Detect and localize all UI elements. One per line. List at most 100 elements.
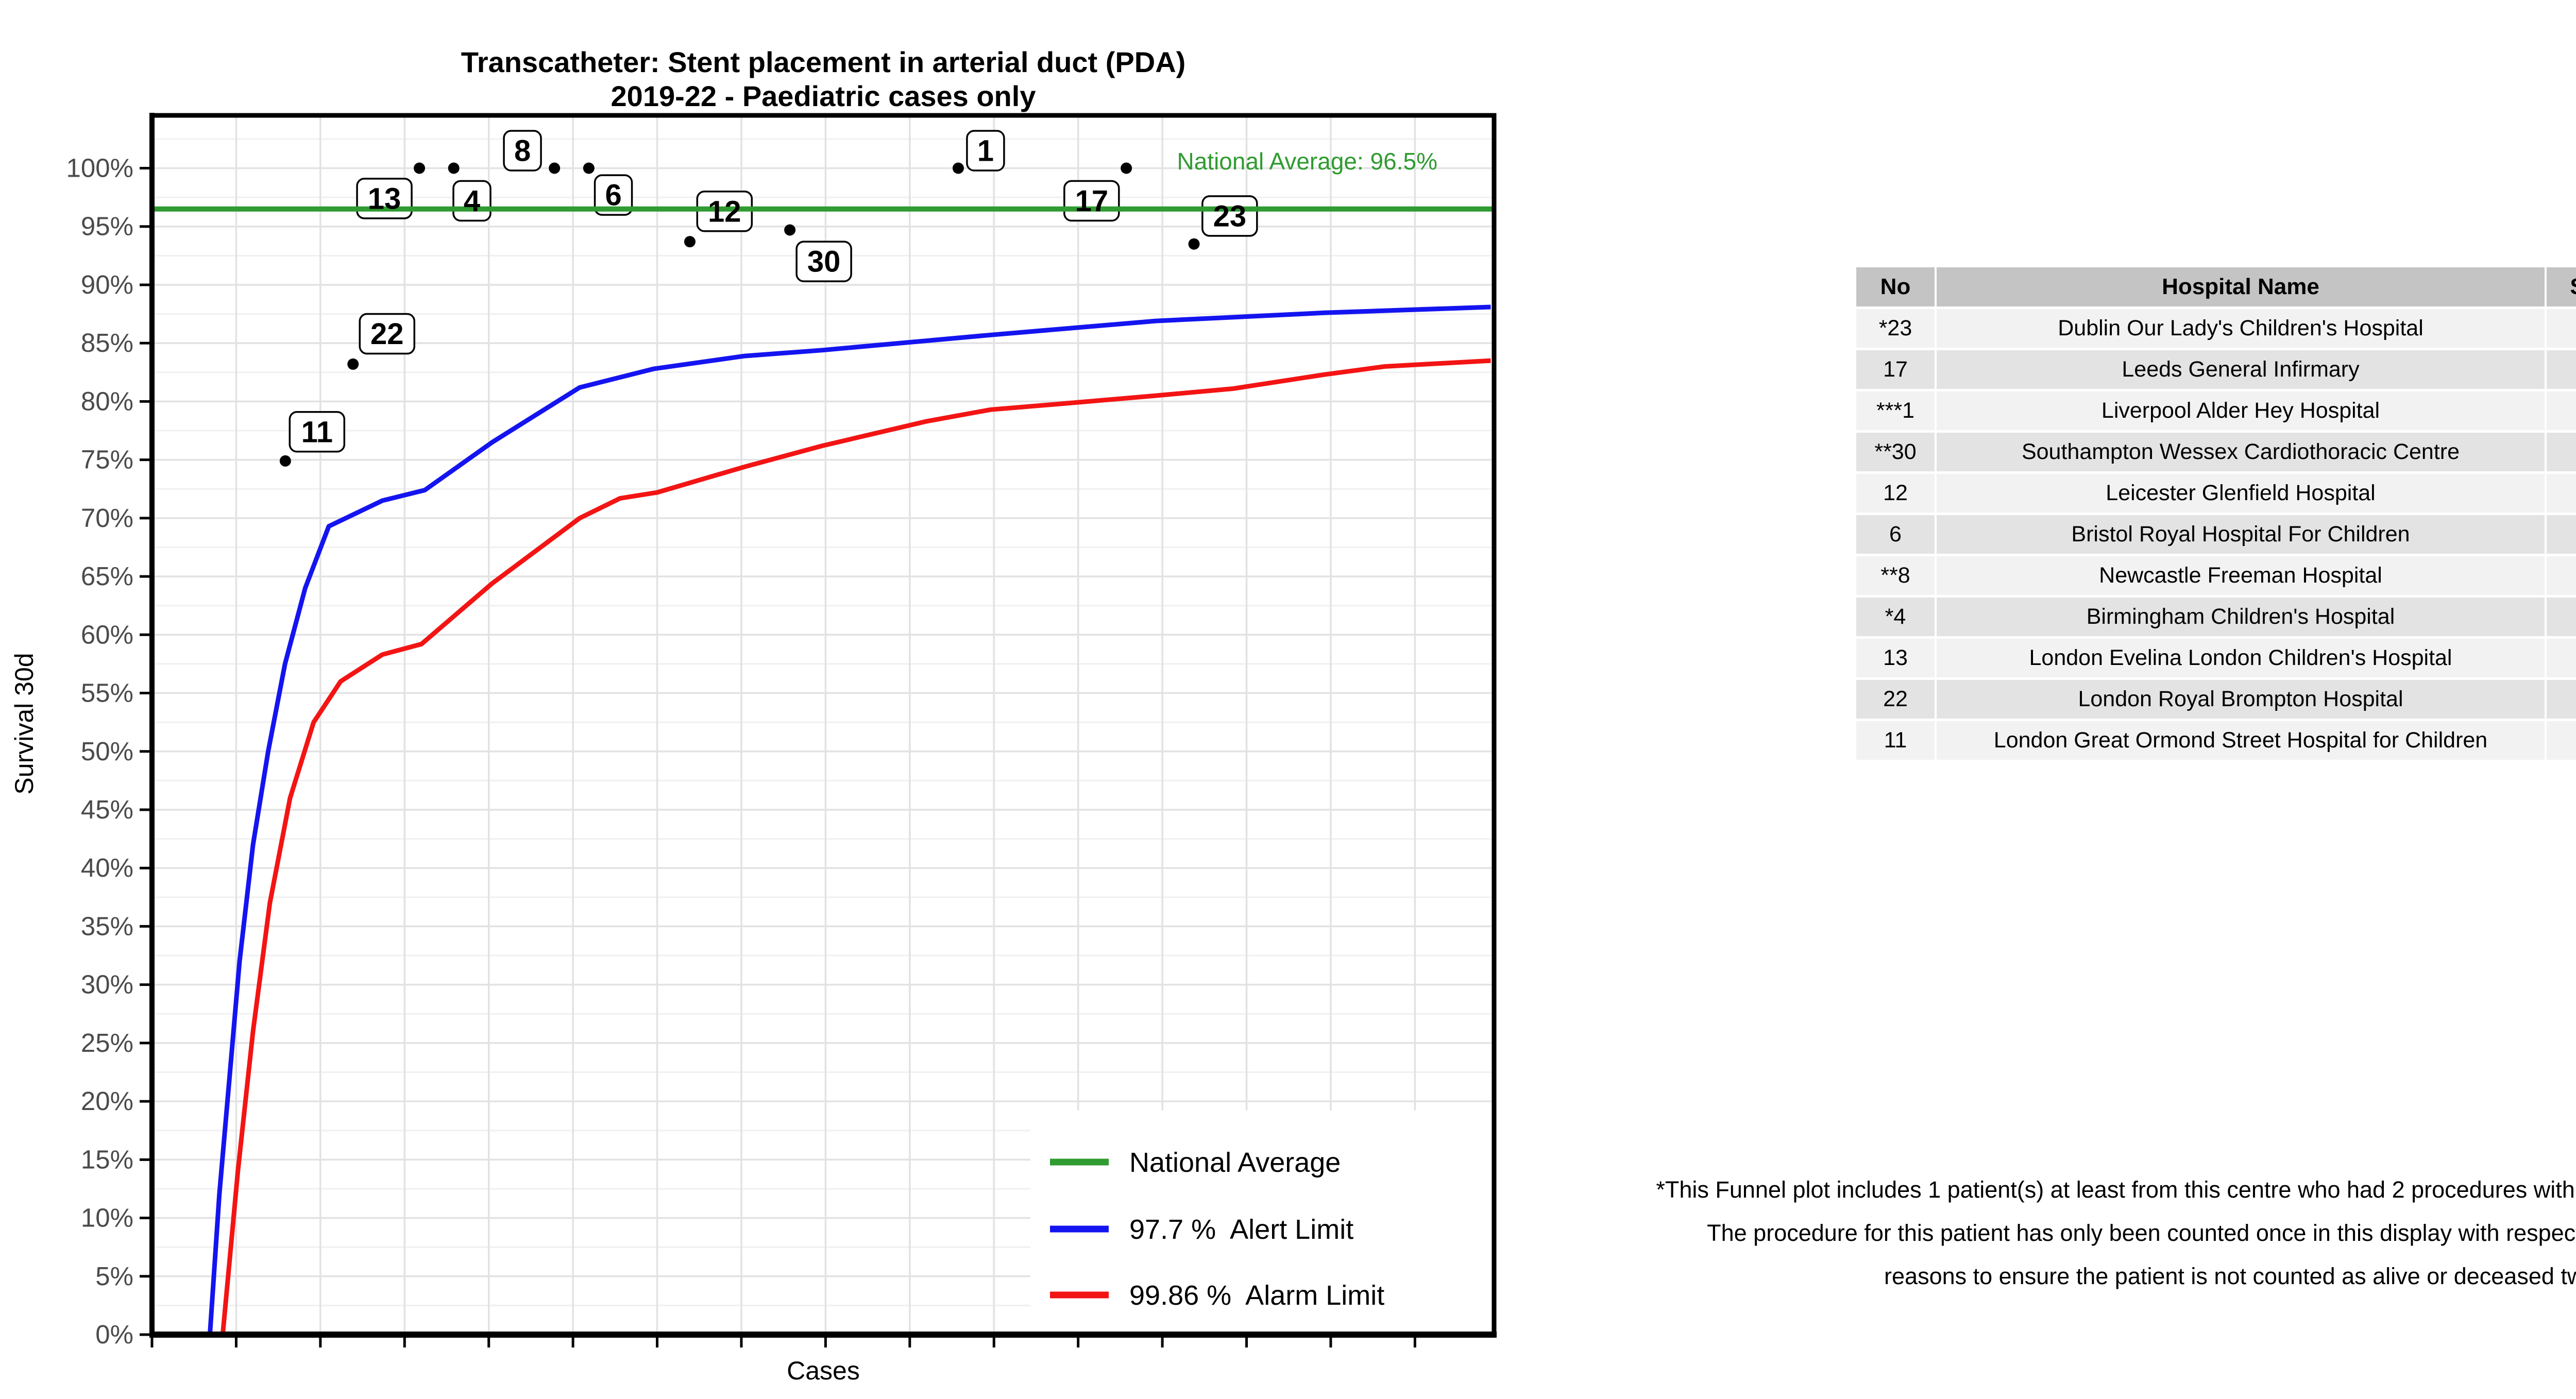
cell-hospital: Newcastle Freeman Hospital (1937, 556, 2545, 595)
y-tick-label-80%: 80% (81, 386, 133, 416)
data-point-17 (1121, 162, 1132, 174)
centre-label-text-30: 30 (807, 245, 841, 279)
centre-label-text-13: 13 (368, 182, 401, 215)
footnote-line-1: *This Funnel plot includes 1 patient(s) … (1656, 1176, 2576, 1203)
y-tick-label-35%: 35% (81, 911, 133, 941)
centre-label-box-22 (359, 313, 416, 355)
y-tick-label-75%: 75% (81, 445, 133, 474)
footnote: *This Funnel plot includes 1 patient(s) … (1582, 1168, 2576, 1298)
legend: National Average 97.7 % Alert Limit 99.8… (1030, 1111, 1492, 1332)
cell-no: *4 (1856, 598, 1935, 636)
gridlines (152, 115, 1494, 1335)
y-tick-label-100%: 100% (66, 153, 133, 183)
cell-no: **30 (1856, 433, 1935, 471)
y-tick-label-25%: 25% (81, 1028, 133, 1057)
y-tick-label-15%: 15% (81, 1145, 133, 1174)
y-tick-label-0%: 0% (95, 1320, 133, 1349)
data-point-12 (684, 236, 696, 248)
limit-curves (207, 304, 1491, 1335)
centre-label-box-6 (594, 174, 633, 216)
cell-no: ***1 (1856, 391, 1935, 430)
cell-no: 17 (1856, 350, 1935, 389)
table-row: **30 Southampton Wessex Cardiothoracic Ce… (1856, 433, 2576, 471)
cell-survival: 100% (2547, 350, 2576, 389)
centre-label-text-4: 4 (464, 184, 480, 218)
cell-hospital: Birmingham Children's Hospital (1937, 598, 2545, 636)
legend-label-national-average: National Average (1129, 1147, 1341, 1178)
cell-hospital: London Great Ormond Street Hospital for … (1937, 721, 2545, 760)
data-point-8 (549, 162, 561, 174)
header-survival-30d: Survival 30d (2547, 267, 2576, 306)
cell-no: 6 (1856, 515, 1935, 554)
centre-label-text-8: 8 (514, 134, 531, 168)
cell-survival: 95% (2547, 433, 2576, 471)
data-point-4 (448, 162, 460, 174)
y-tick-label-70%: 70% (81, 503, 133, 533)
y-tick-labels: 0% 5% 10% 15% 20% 25% 30% 35% 40% 45% 50% 55% 60% 65%… (66, 153, 133, 1350)
cell-hospital: London Royal Brompton Hospital (1937, 680, 2545, 719)
cell-survival: 75% (2547, 721, 2576, 760)
cell-survival: 83% (2547, 680, 2576, 719)
centre-label-text-23: 23 (1213, 199, 1247, 233)
x-axis-title: Cases (787, 1356, 860, 1385)
legend-item-alert-limit: 97.7 % Alert Limit (1050, 1214, 1353, 1245)
chart-title-line2: 2019-22 - Paediatric cases only (611, 80, 1036, 112)
alarm-limit-curve (220, 358, 1491, 1335)
axes (140, 113, 1497, 1347)
data-point-23 (1188, 238, 1200, 250)
cell-no: 12 (1856, 474, 1935, 513)
centre-label-box-8 (503, 130, 542, 172)
y-tick-label-65%: 65% (81, 561, 133, 591)
centre-label-text-11: 11 (301, 415, 333, 449)
centre-label-box-11 (289, 411, 346, 453)
centre-label-text-1: 1 (977, 134, 994, 168)
y-tick-label-55%: 55% (81, 678, 133, 708)
cell-survival: 100% (2547, 391, 2576, 430)
data-point-30 (784, 224, 796, 236)
cell-survival: 94% (2547, 309, 2576, 348)
data-point-6 (583, 162, 595, 174)
table-row: 13 London Evelina London Children's Hospi… (1856, 639, 2576, 677)
centre-points (279, 162, 1200, 467)
cell-hospital: Dublin Our Lady's Children's Hospital (1937, 309, 2545, 348)
y-axis-title: Survival 30d (10, 653, 39, 794)
data-point-22 (347, 358, 359, 370)
centre-label-text-22: 22 (370, 317, 404, 351)
footnote-line-2: The procedure for this patient has only … (1707, 1220, 2576, 1246)
legend-label-alarm-limit: 99.86 % Alarm Limit (1129, 1280, 1384, 1311)
header-no: No (1856, 267, 1935, 306)
centre-label-box-30 (795, 241, 852, 282)
cell-no: 11 (1856, 721, 1935, 760)
centre-label-text-17: 17 (1075, 184, 1109, 218)
cell-no: 13 (1856, 639, 1935, 677)
cell-hospital: Leicester Glenfield Hospital (1937, 474, 2545, 513)
centre-label-box-1 (966, 130, 1005, 172)
y-tick-label-40%: 40% (81, 853, 133, 882)
y-tick-label-10%: 10% (81, 1203, 133, 1233)
cell-no: *23 (1856, 309, 1935, 348)
y-tick-label-85%: 85% (81, 328, 133, 357)
legend-item-alarm-limit: 99.86 % Alarm Limit (1050, 1280, 1384, 1311)
cell-survival: 100% (2547, 556, 2576, 595)
national-average-annotation: National Average: 96.5% (1177, 148, 1437, 175)
cell-survival: 100% (2547, 598, 2576, 636)
centre-label-text-12: 12 (708, 195, 741, 228)
hospital-table: No Hospital Name Survival 30d *23Dublin … (1854, 265, 2576, 762)
y-tick-label-5%: 5% (95, 1261, 133, 1291)
cell-hospital: Southampton Wessex Cardiothoracic Centre (1937, 433, 2545, 471)
cell-hospital: Leeds General Infirmary (1937, 350, 2545, 389)
y-tick-label-20%: 20% (81, 1086, 133, 1116)
table-row: *23 Dublin Our Lady's Children's Hospital… (1856, 309, 2576, 348)
header-hospital-name: Hospital Name (1937, 267, 2545, 306)
y-tick-label-95%: 95% (81, 212, 133, 241)
cell-survival: 94% (2547, 474, 2576, 513)
y-tick-label-45%: 45% (81, 795, 133, 824)
data-point-11 (279, 455, 291, 467)
cell-survival: 100% (2547, 639, 2576, 677)
